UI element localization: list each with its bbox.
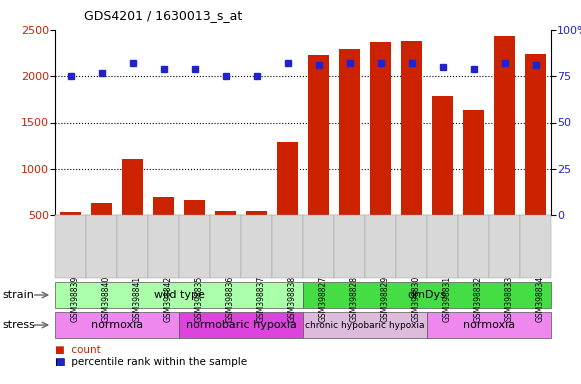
- Text: GSM398835: GSM398835: [195, 276, 203, 322]
- Text: GSM398842: GSM398842: [163, 276, 173, 322]
- Text: GSM398837: GSM398837: [256, 276, 266, 322]
- Text: chronic hypobaric hypoxia: chronic hypobaric hypoxia: [305, 321, 425, 329]
- Bar: [214, 211, 236, 215]
- Text: GSM398836: GSM398836: [225, 276, 235, 322]
- Bar: [246, 211, 267, 215]
- Bar: [462, 109, 485, 215]
- Text: normoxia: normoxia: [91, 320, 143, 330]
- Text: wild type: wild type: [153, 290, 205, 300]
- Text: GSM398841: GSM398841: [132, 276, 142, 322]
- Text: GSM398838: GSM398838: [288, 276, 296, 322]
- Text: stress: stress: [3, 320, 36, 330]
- Bar: [432, 96, 453, 215]
- Text: normobaric hypoxia: normobaric hypoxia: [185, 320, 296, 330]
- Text: GSM398839: GSM398839: [70, 276, 80, 322]
- Bar: [91, 203, 112, 215]
- Bar: [339, 50, 360, 215]
- Text: GSM398827: GSM398827: [318, 276, 328, 322]
- Bar: [308, 55, 329, 215]
- Bar: [525, 54, 546, 215]
- Bar: [184, 200, 205, 215]
- Bar: [60, 212, 81, 215]
- Text: GSM398833: GSM398833: [504, 276, 514, 322]
- Bar: [370, 42, 392, 215]
- Text: dmDys: dmDys: [407, 290, 446, 300]
- Text: strain: strain: [3, 290, 35, 300]
- Text: GSM398829: GSM398829: [381, 276, 389, 322]
- Text: GSM398832: GSM398832: [474, 276, 482, 322]
- Text: GDS4201 / 1630013_s_at: GDS4201 / 1630013_s_at: [84, 9, 242, 22]
- Text: ■  percentile rank within the sample: ■ percentile rank within the sample: [55, 357, 247, 367]
- Bar: [401, 41, 422, 215]
- Bar: [494, 36, 515, 215]
- Text: normoxia: normoxia: [463, 320, 515, 330]
- Text: GSM398831: GSM398831: [443, 276, 451, 322]
- Text: ■: ■: [55, 357, 64, 367]
- Text: ■  count: ■ count: [55, 345, 101, 355]
- Bar: [153, 197, 174, 215]
- Text: GSM398840: GSM398840: [102, 276, 110, 322]
- Text: GSM398830: GSM398830: [411, 276, 421, 322]
- Bar: [277, 142, 299, 215]
- Text: GSM398828: GSM398828: [350, 276, 358, 322]
- Bar: [121, 159, 144, 215]
- Text: GSM398834: GSM398834: [536, 276, 544, 322]
